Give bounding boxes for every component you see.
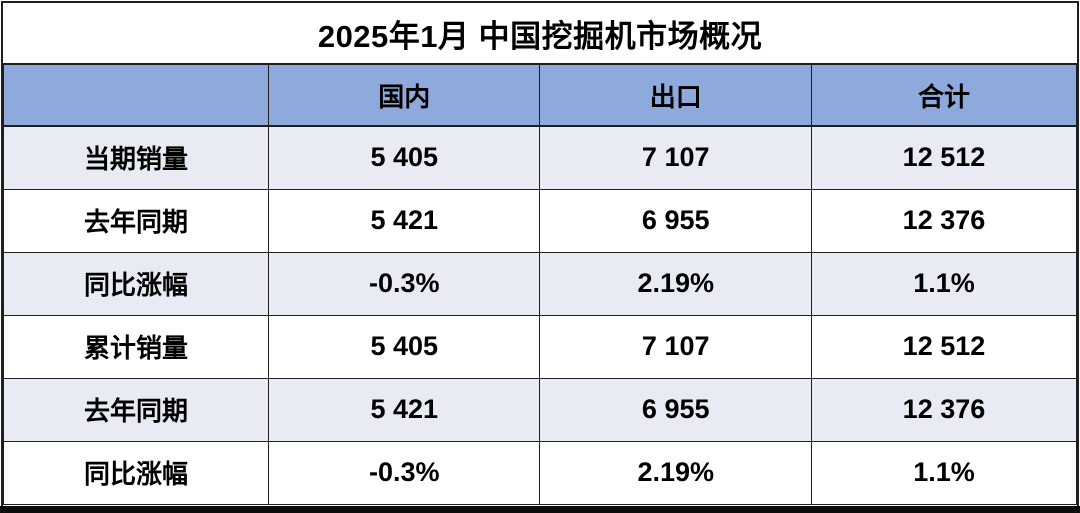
cell-current-sales-domestic: 5 405: [268, 125, 541, 190]
row-label-last-year-period-cumulative: 去年同期: [2, 377, 270, 442]
column-header-export: 出口: [539, 63, 812, 127]
cell-last-year-total: 12 376: [810, 188, 1078, 253]
row-label-yoy-change-cumulative: 同比涨幅: [2, 440, 270, 505]
table-row: 去年同期 5 421 6 955 12 376: [2, 377, 1078, 442]
cell-current-sales-export: 7 107: [539, 125, 812, 190]
table-row: 当期销量 5 405 7 107 12 512: [2, 125, 1078, 190]
cell-last-year-export: 6 955: [539, 188, 812, 253]
column-header-domestic: 国内: [268, 63, 541, 127]
cell-yoy-domestic: -0.3%: [268, 251, 541, 316]
row-label-yoy-change: 同比涨幅: [2, 251, 270, 316]
row-label-cumulative-sales: 累计销量: [2, 314, 270, 379]
cell-yoy-cumulative-export: 2.19%: [539, 440, 812, 505]
table-header-row: 国内 出口 合计: [2, 63, 1078, 127]
cell-yoy-total: 1.1%: [810, 251, 1078, 316]
cell-current-sales-total: 12 512: [810, 125, 1078, 190]
cell-yoy-cumulative-domestic: -0.3%: [268, 440, 541, 505]
cell-last-year-cumulative-total: 12 376: [810, 377, 1078, 442]
cell-last-year-cumulative-export: 6 955: [539, 377, 812, 442]
column-header-total: 合计: [810, 63, 1078, 127]
table-row: 同比涨幅 -0.3% 2.19% 1.1%: [2, 440, 1078, 505]
cell-yoy-export: 2.19%: [539, 251, 812, 316]
cell-cumulative-export: 7 107: [539, 314, 812, 379]
table-bottom-border: [0, 506, 1080, 513]
column-header-blank: [2, 63, 270, 127]
table-row: 同比涨幅 -0.3% 2.19% 1.1%: [2, 251, 1078, 316]
row-label-current-sales: 当期销量: [2, 125, 270, 190]
cell-last-year-domestic: 5 421: [268, 188, 541, 253]
cell-cumulative-total: 12 512: [810, 314, 1078, 379]
table-title: 2025年1月 中国挖掘机市场概况: [3, 3, 1077, 63]
cell-last-year-cumulative-domestic: 5 421: [268, 377, 541, 442]
table-row: 累计销量 5 405 7 107 12 512: [2, 314, 1078, 379]
row-label-last-year-period: 去年同期: [2, 188, 270, 253]
table-row: 去年同期 5 421 6 955 12 376: [2, 188, 1078, 253]
market-data-table: 国内 出口 合计 当期销量 5 405 7 107 12 512 去年同期 5 …: [2, 63, 1078, 505]
cell-yoy-cumulative-total: 1.1%: [810, 440, 1078, 505]
cell-cumulative-domestic: 5 405: [268, 314, 541, 379]
